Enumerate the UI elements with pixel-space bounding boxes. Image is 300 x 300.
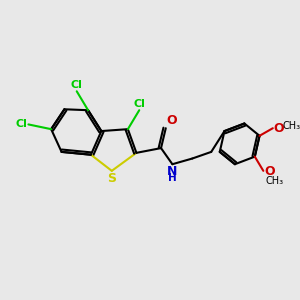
Text: O: O (264, 165, 275, 178)
Text: CH₃: CH₃ (282, 121, 300, 131)
Text: O: O (167, 114, 177, 127)
Text: Cl: Cl (133, 99, 145, 109)
Text: Cl: Cl (71, 80, 83, 90)
Text: N: N (167, 165, 178, 178)
Text: S: S (107, 172, 116, 185)
Text: O: O (274, 122, 284, 135)
Text: Cl: Cl (16, 119, 28, 129)
Text: H: H (168, 173, 177, 183)
Text: CH₃: CH₃ (265, 176, 283, 186)
